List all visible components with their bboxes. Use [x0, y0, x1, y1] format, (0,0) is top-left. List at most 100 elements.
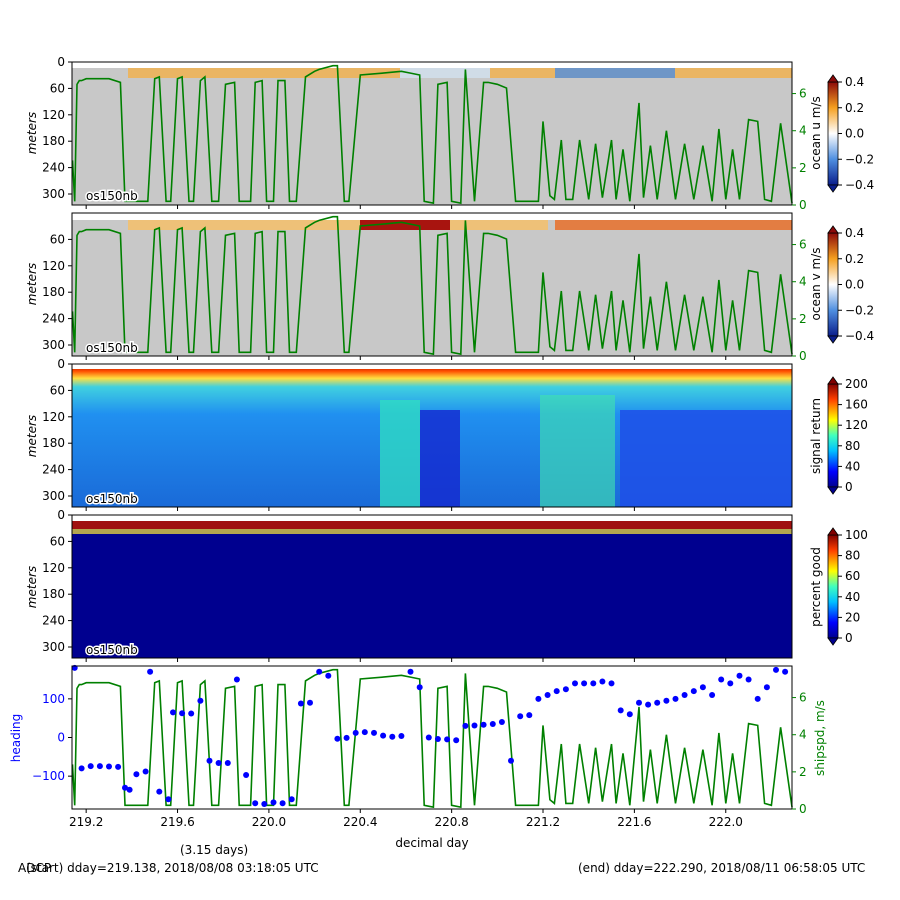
heading-point: [517, 713, 524, 720]
duration-label: (3.15 days): [180, 843, 249, 857]
heading-point: [279, 800, 286, 807]
right-tick-label: 2: [799, 765, 807, 779]
right-tick-label: 6: [799, 238, 807, 252]
heading-point: [188, 710, 195, 717]
colorbar-tick-label: 0.2: [845, 101, 864, 115]
heading-point: [233, 676, 240, 683]
heading-point: [709, 692, 716, 698]
heading-point: [763, 684, 770, 691]
heading-point: [535, 695, 542, 702]
surface-gap-amp: [72, 364, 792, 369]
x-tick-label: 222.0: [709, 815, 743, 829]
right-tick-label: 6: [799, 691, 807, 705]
heading-point: [270, 799, 277, 806]
heading-point: [572, 680, 578, 687]
plot-area-v: [72, 213, 792, 356]
colorbar-tick-label: 100: [845, 528, 868, 542]
y-tick-label: 300: [42, 489, 65, 503]
heading-point: [498, 719, 505, 725]
colorbar-tick-label: 0.0: [845, 278, 864, 292]
amp-low-region: [620, 410, 792, 507]
heading-point: [407, 668, 414, 675]
colorbar-v-bar: [827, 232, 839, 337]
near-surface-band-v-end: [555, 220, 792, 230]
y-tick-label: 180: [42, 285, 65, 299]
heading-point: [727, 680, 734, 687]
heading-point: [389, 733, 396, 740]
heading-point: [590, 680, 597, 687]
y-tick-label: 60: [50, 534, 65, 548]
pg-surface-band-mid: [72, 529, 792, 534]
colorbar-u-extend-bottom: [827, 184, 839, 193]
near-surface-band-u-light: [400, 68, 490, 78]
colorbar-tick-label: 40: [845, 459, 860, 473]
colorbar-tick-label: −0.2: [845, 152, 874, 166]
y-tick-label: 240: [42, 463, 65, 477]
heading-point: [156, 788, 163, 795]
x-tick-label: 219.2: [69, 815, 103, 829]
plot-area-pg: [72, 515, 792, 658]
heading-point: [636, 699, 642, 706]
colorbar-tick-label: 40: [845, 590, 860, 604]
heading-point: [773, 666, 779, 673]
heading-point: [416, 684, 423, 691]
right-tick-label: 2: [799, 312, 807, 326]
plot-area-u: [72, 62, 792, 205]
heading-point: [261, 801, 268, 807]
start-label: (start) dday=219.138, 2018/08/08 03:18:0…: [26, 861, 319, 875]
heading-point: [562, 686, 569, 693]
heading-point: [297, 700, 304, 707]
heading-point: [165, 796, 172, 803]
heading-point: [325, 672, 332, 679]
y-tick-label: 120: [42, 259, 65, 273]
heading-point: [489, 721, 496, 727]
near-surface-band-u-blue: [555, 68, 675, 78]
right-tick-label: 4: [799, 275, 807, 289]
heading-point: [122, 784, 128, 791]
heading-point: [599, 678, 606, 685]
colorbar-amp-extend-top: [827, 376, 839, 385]
y-tick-label: −100: [32, 769, 65, 783]
y-tick-label: 0: [57, 55, 65, 69]
colorbar-amp-label: signal return: [809, 398, 823, 474]
ship-speed-line-v: [71, 215, 793, 356]
heading-point: [343, 734, 350, 741]
pg-surface-band-top: [72, 521, 792, 529]
end-label: (end) dday=222.290, 2018/08/11 06:58:05 …: [578, 861, 866, 875]
colorbar-tick-label: 0: [845, 480, 853, 494]
panel-ocean-u: os150nb meters: [25, 61, 793, 206]
panel-ocean-v: os150nb meters: [25, 212, 793, 357]
y-tick-label: 240: [42, 614, 65, 628]
x-tick-label: 219.6: [160, 815, 194, 829]
heading-point: [444, 736, 451, 743]
colorbar-amp-bar: [827, 383, 839, 488]
colorbar-u-label: ocean u m/s: [809, 96, 823, 170]
inset-label-amp: os150nb: [86, 492, 138, 506]
heading-point: [754, 695, 761, 702]
heading-point: [617, 707, 624, 714]
ylabel-pg: meters: [25, 566, 39, 608]
colorbar-tick-label: 20: [845, 610, 860, 624]
panel-heading: heading shipspd, m/s: [9, 664, 827, 810]
y-tick-label: 120: [42, 108, 65, 122]
axes-frame-amp: [71, 363, 793, 508]
heading-point: [544, 692, 551, 698]
colorbar-amp-extend-bottom: [827, 486, 839, 495]
heading-point: [608, 680, 615, 687]
colorbar-v-extend-top: [827, 225, 839, 234]
heading-point: [352, 729, 359, 736]
y-tick-label: 0: [57, 357, 65, 371]
heading-points: [71, 664, 789, 807]
heading-point: [672, 695, 679, 702]
heading-point: [654, 699, 661, 706]
right-tick-label: 0: [799, 802, 807, 816]
heading-point: [126, 786, 133, 793]
right-tick-label: 4: [799, 124, 807, 138]
colorbar-tick-label: 200: [845, 377, 868, 391]
panel-signal-return: os150nb meters: [25, 363, 793, 508]
heading-point: [252, 800, 259, 807]
heading-point: [206, 757, 213, 764]
heading-point: [96, 763, 103, 770]
ship-speed-line-u: [71, 64, 793, 205]
right-tick-label: 2: [799, 161, 807, 175]
